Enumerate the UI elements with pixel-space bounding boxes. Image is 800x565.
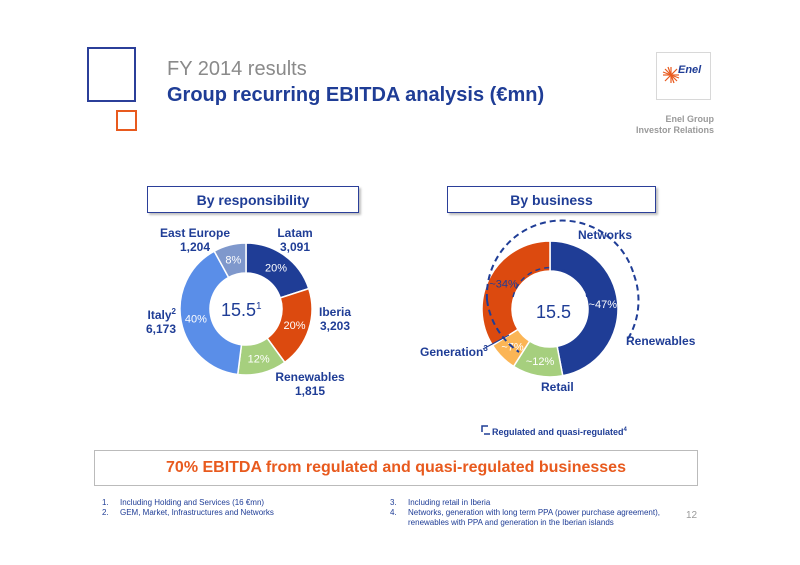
slice-label-iberia: 20% [283, 320, 305, 332]
slice-label-renewables: ~12% [526, 356, 555, 368]
left-center-value: 15.51 [221, 300, 262, 320]
donut-hole [210, 273, 282, 345]
page-number: 12 [686, 510, 698, 521]
footnote-4: 4. Networks, generation with long term PP… [390, 508, 660, 517]
donut-by-business: ~47%~12%~7%~34% [481, 240, 619, 378]
slice-label-generation: ~34% [489, 278, 518, 290]
group-subtitle: Investor Relations [635, 125, 714, 135]
slide-subtitle: FY 2014 results [167, 58, 307, 80]
label-italy: Italy2 6,173 [145, 307, 176, 336]
decor-square-orange [116, 110, 137, 131]
generation-leader-line [482, 334, 510, 350]
slice-label-east-europe: 8% [225, 255, 241, 267]
key-message-banner: 70% EBITDA from regulated and quasi-regu… [94, 450, 698, 486]
legend-regulated: Regulated and quasi-regulated4 [492, 427, 627, 437]
legend-dashed-icon [481, 425, 490, 435]
donut-by-responsibility: 20% 20% 12% 40% 8% [179, 242, 313, 376]
decor-square-blue [87, 47, 136, 102]
footnote-1: 1. Including Holding and Services (16 €mn… [102, 498, 265, 507]
logo-text: Enel [678, 64, 702, 76]
label-iberia-text: Iberia 3,203 [318, 305, 351, 333]
panel-title-by-responsibility: By responsibility [147, 186, 359, 213]
donut-hole [512, 271, 588, 347]
label-east-europe: East Europe 1,204 [159, 226, 231, 254]
enel-logo [656, 52, 711, 100]
label-networks: Networks [578, 228, 633, 242]
label-generation: Generation3 [420, 344, 488, 359]
enel-logo-icon [662, 66, 680, 84]
label-renewables-right: Renewables [626, 334, 696, 348]
label-latam: Latam 3,091 [277, 226, 313, 254]
slice-label-renewables: 12% [248, 353, 270, 365]
slice-label-latam: 20% [265, 263, 287, 275]
label-retail: Retail [541, 380, 574, 394]
footnote-2: 2. GEM, Market, Infrastructures and Netwo… [102, 508, 274, 517]
slice-label-networks: ~47% [589, 299, 618, 311]
slice-label-italy: 40% [185, 314, 207, 326]
right-center-value: 15.5 [536, 302, 572, 322]
label-renewables-left: Renewables 1,815 [275, 370, 345, 398]
footnote-4-cont: renewables with PPA and generation in th… [408, 518, 614, 527]
panel-title-by-business: By business [447, 186, 656, 213]
group-name: Enel Group [665, 114, 714, 124]
regulated-dashed-outline [485, 219, 640, 353]
footnote-3: 3. Including retail in Iberia [390, 498, 491, 507]
slide-title: Group recurring EBITDA analysis (€mn) [167, 84, 545, 106]
